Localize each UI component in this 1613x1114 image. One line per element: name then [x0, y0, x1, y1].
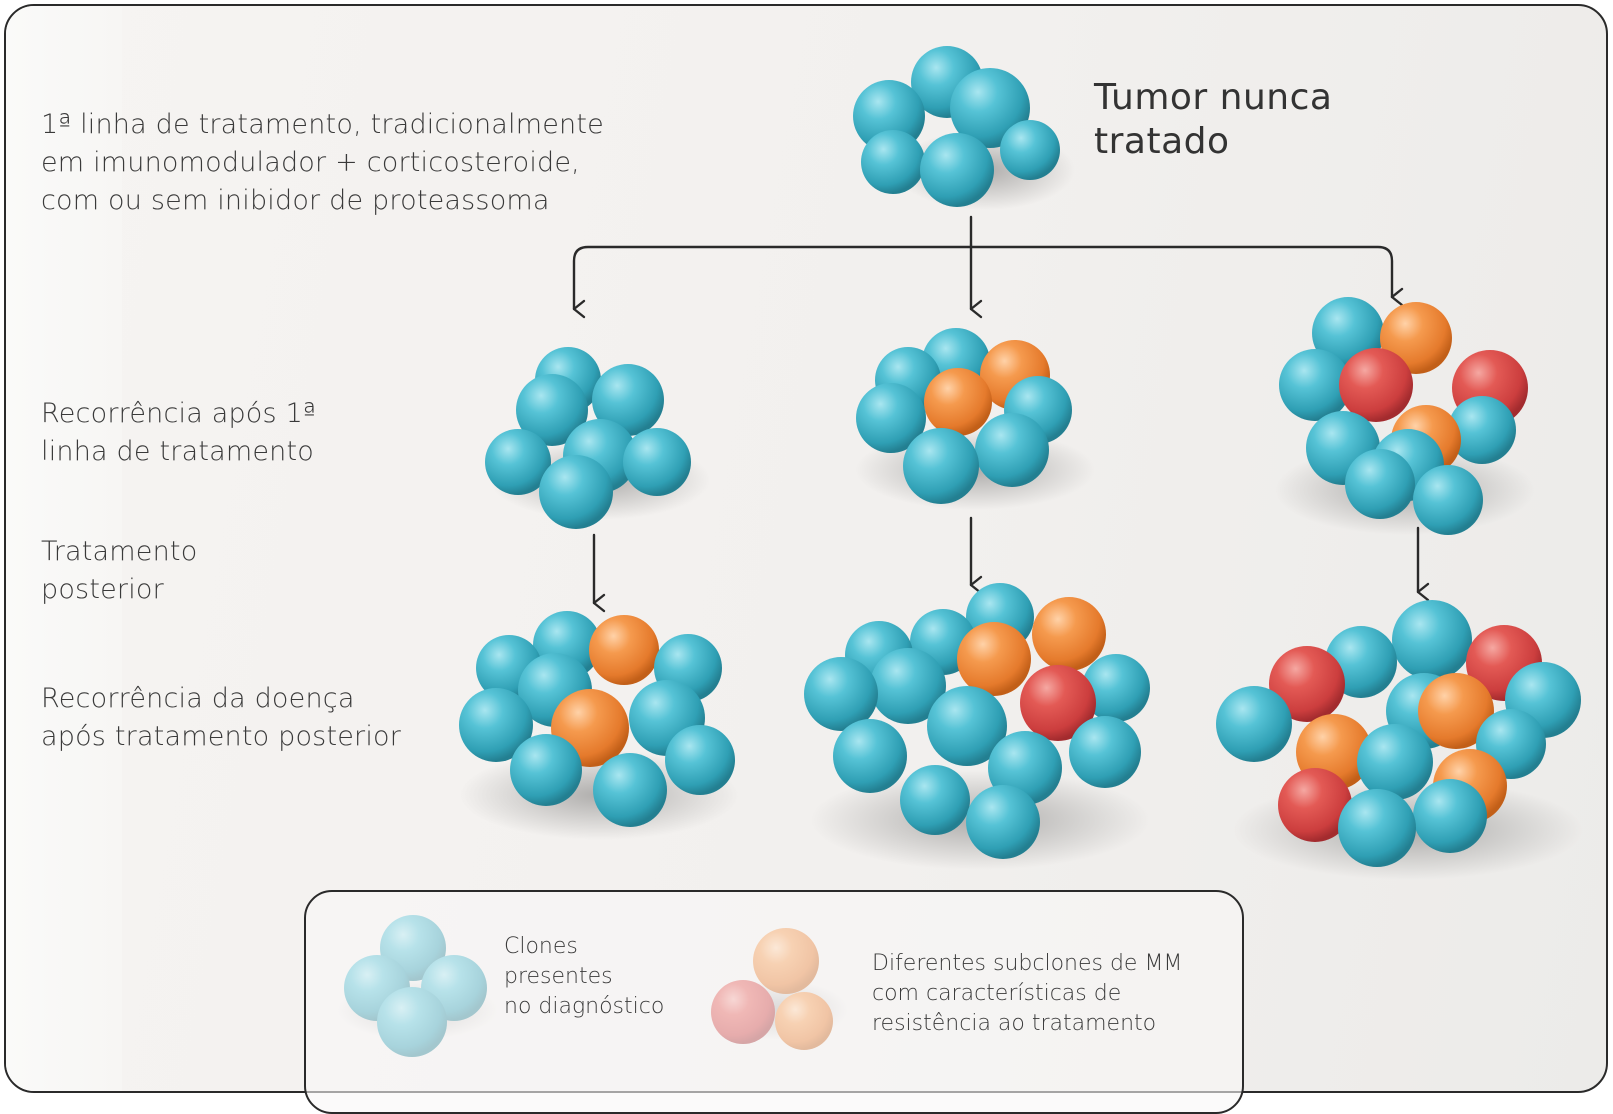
blue-clone-sphere	[903, 428, 979, 504]
blue-clone-sphere	[1392, 600, 1472, 680]
blue-clone-sphere	[485, 429, 551, 495]
blue-clone-sphere	[1413, 465, 1483, 535]
orange-subclone-sphere	[589, 615, 659, 685]
blue-clone-sphere	[920, 133, 994, 207]
blue-clone-sphere	[539, 455, 613, 529]
red-subclone-sphere	[1269, 646, 1345, 722]
arrow-branch-right	[969, 245, 1404, 307]
arrow-branch-left	[572, 245, 973, 319]
blue-clone-sphere	[1069, 716, 1141, 788]
legend-box: Clones presentes no diagnóstico Diferent…	[304, 890, 1244, 1114]
blue-clone-sphere	[975, 413, 1049, 487]
blue-clone-sphere	[861, 130, 925, 194]
label-recurrence-after-first-line: Recorrência após 1ª linha de tratamento	[41, 398, 316, 467]
blue-clone-sphere	[1000, 120, 1060, 180]
label-subsequent-treatment: Tratamento posterior	[41, 536, 198, 605]
orange-subclone-sphere	[924, 368, 992, 436]
cluster-subsequent-left	[459, 611, 740, 840]
red-subclone-sphere	[1339, 348, 1413, 422]
blue-clone-sphere	[1082, 654, 1150, 722]
label-recurrence-after-subsequent: Recorrência da doença após tratamento po…	[41, 683, 402, 752]
blue-clone-sphere	[1413, 779, 1487, 853]
blue-clone-sphere	[1338, 789, 1416, 867]
blue-clone-sphere	[516, 374, 588, 446]
blue-clone-sphere	[1216, 686, 1292, 762]
label-untreated-tumor: Tumor nunca tratado	[1094, 77, 1333, 162]
arrows	[572, 215, 1430, 613]
blue-clone-sphere	[593, 753, 667, 827]
blue-clone-sphere	[665, 725, 735, 795]
legend-subclones-label: Diferentes subclones de MM com caracterí…	[872, 951, 1183, 1036]
legend-clones-label: Clones presentes no diagnóstico	[504, 934, 665, 1019]
blue-clone-sphere	[592, 364, 664, 436]
blue-clone-sphere	[927, 686, 1007, 766]
cluster-recurrence-center	[855, 328, 1095, 510]
blue-clone-sphere	[966, 785, 1040, 859]
blue-clone-sphere	[870, 648, 946, 724]
cluster-recurrence-right	[1275, 297, 1535, 535]
blue-clone-sphere	[900, 765, 970, 835]
cluster-subsequent-right	[1216, 600, 1583, 880]
orange-subclone-sphere	[1418, 673, 1494, 749]
blue-clone-sphere	[1345, 449, 1415, 519]
blue-clone-sphere	[1357, 724, 1433, 800]
blue-clone-sphere	[1279, 349, 1351, 421]
blue-clone-sphere	[510, 734, 582, 806]
blue-clone-sphere	[1448, 396, 1516, 464]
blue-clone-sphere	[856, 383, 926, 453]
cluster-untreated	[853, 46, 1075, 210]
label-first-line-treatment: 1ª linha de tratamento, tradicionalmente…	[41, 109, 604, 216]
blue-clone-sphere	[623, 428, 691, 496]
red-subclone-sphere	[1278, 768, 1352, 842]
left-panel-background	[6, 6, 122, 1091]
blue-clone-sphere	[804, 657, 878, 731]
orange-subclone-sphere	[957, 622, 1031, 696]
orange-subclone-sphere	[1032, 597, 1106, 671]
cluster-subsequent-center	[804, 583, 1150, 870]
blue-clone-sphere	[459, 688, 533, 762]
blue-clone-sphere	[833, 719, 907, 793]
cluster-recurrence-left	[485, 347, 710, 529]
red-subclone-sphere	[1020, 665, 1096, 741]
